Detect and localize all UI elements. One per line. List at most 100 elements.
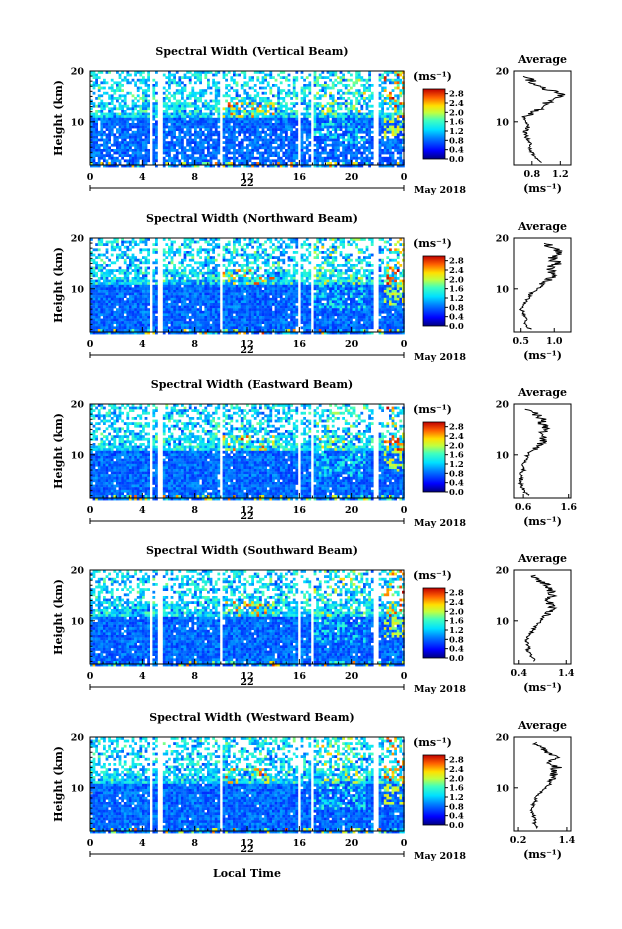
heatmap-cell: [207, 248, 210, 252]
heatmap-cell: [292, 123, 296, 126]
heatmap-cell: [181, 115, 184, 118]
heatmap-cell: [246, 97, 249, 100]
heatmap-cell: [368, 115, 371, 118]
heatmap-cell: [207, 128, 210, 131]
heatmap-cell: [360, 117, 364, 121]
heatmap-cell: [155, 151, 158, 155]
heatmap-cell: [316, 91, 319, 95]
heatmap-cell: [240, 266, 244, 270]
heatmap-cell: [134, 287, 137, 291]
heatmap-cell: [272, 154, 275, 157]
heatmap-cell: [129, 125, 132, 129]
heatmap-cell: [136, 115, 140, 118]
heatmap-cell: [201, 287, 205, 291]
heatmap-cell: [152, 243, 156, 246]
heatmap-cell: [131, 94, 135, 98]
heatmap-cell: [383, 97, 387, 100]
heatmap-cell: [147, 295, 150, 298]
heatmap-cell: [126, 149, 130, 152]
heatmap-cell: [357, 73, 361, 77]
heatmap-cell: [389, 282, 392, 285]
heatmap-cell: [95, 84, 98, 87]
heatmap-cell: [95, 279, 98, 283]
heatmap-cell: [295, 284, 299, 288]
heatmap-cell: [105, 71, 109, 74]
heatmap-cell: [337, 89, 340, 92]
heatmap-cell: [139, 164, 143, 168]
heatmap-cell: [266, 141, 270, 144]
heatmap-cell: [113, 91, 117, 95]
heatmap-cell: [272, 130, 275, 134]
heatmap-cell: [110, 125, 114, 129]
heatmap-cell: [337, 146, 340, 150]
heatmap-cell: [352, 284, 356, 288]
heatmap-cell: [277, 136, 280, 139]
heatmap-cell: [105, 141, 109, 144]
heatmap-cell: [277, 151, 280, 155]
heatmap-cell: [230, 164, 234, 168]
heatmap-cell: [357, 290, 361, 293]
heatmap-cell: [90, 274, 93, 278]
heatmap-cell: [214, 91, 218, 95]
heatmap-cell: [370, 264, 374, 267]
heatmap-cell: [248, 78, 252, 82]
heatmap-cell: [277, 279, 280, 283]
heatmap-cell: [357, 123, 361, 126]
heatmap-cell: [347, 258, 351, 262]
heatmap-cell: [110, 89, 114, 92]
heatmap-cell: [274, 282, 278, 285]
heatmap-cell: [178, 104, 182, 108]
heatmap-cell: [266, 143, 270, 147]
heatmap-cell: [123, 104, 127, 108]
heatmap-cell: [225, 271, 228, 275]
heatmap-cell: [266, 102, 270, 105]
heatmap-cell: [204, 240, 208, 244]
heatmap-cell: [199, 149, 202, 152]
heatmap-cell: [274, 159, 278, 163]
heatmap-cell: [235, 123, 239, 126]
heatmap-cell: [108, 86, 111, 90]
heatmap-cell: [282, 71, 286, 74]
heatmap-cell: [186, 76, 189, 79]
heatmap-cell: [243, 154, 247, 157]
heatmap-cell: [383, 146, 387, 150]
heatmap-cell: [142, 94, 145, 98]
heatmap-cell: [134, 282, 137, 285]
heatmap-cell: [326, 112, 330, 116]
heatmap-cell: [178, 110, 182, 113]
heatmap-cell: [243, 71, 247, 74]
heatmap-cell: [339, 277, 343, 280]
heatmap-cell: [399, 287, 403, 291]
heatmap-cell: [246, 256, 249, 259]
heatmap-cell: [139, 284, 143, 288]
heatmap-cell: [396, 115, 400, 118]
heatmap-cell: [113, 115, 117, 118]
heatmap-cell: [339, 133, 343, 137]
heatmap-cell: [251, 240, 254, 244]
heatmap-cell: [344, 86, 348, 90]
heatmap-cell: [168, 287, 171, 291]
heatmap-cell: [402, 102, 405, 105]
heatmap-cell: [386, 141, 390, 144]
heatmap-cell: [300, 256, 304, 259]
heatmap-cell: [396, 253, 400, 257]
heatmap-cell: [230, 261, 234, 265]
heatmap-cell: [243, 128, 247, 131]
heatmap-cell: [292, 86, 296, 90]
heatmap-cell: [90, 123, 93, 126]
heatmap-cell: [131, 107, 135, 111]
heatmap-cell: [136, 143, 140, 147]
heatmap-cell: [300, 279, 304, 283]
heatmap-cell: [334, 146, 338, 150]
heatmap-cell: [344, 258, 348, 262]
heatmap-cell: [272, 123, 275, 126]
heatmap-cell: [113, 162, 117, 165]
heatmap-cell: [212, 292, 215, 296]
heatmap-cell: [331, 151, 335, 155]
heatmap-cell: [295, 71, 299, 74]
heatmap-cell: [142, 279, 145, 283]
heatmap-cell: [389, 71, 392, 74]
heatmap-cell: [279, 271, 283, 275]
heatmap-cell: [357, 156, 361, 160]
heatmap-cell: [165, 146, 169, 150]
